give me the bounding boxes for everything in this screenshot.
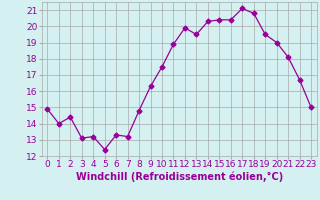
X-axis label: Windchill (Refroidissement éolien,°C): Windchill (Refroidissement éolien,°C) — [76, 172, 283, 182]
